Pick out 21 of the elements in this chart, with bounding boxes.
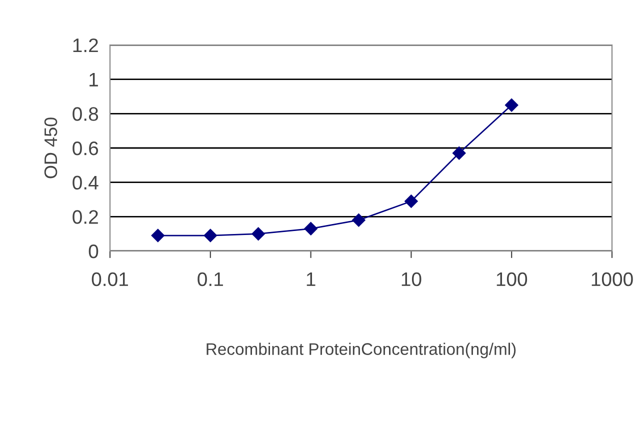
x-tick-label: 0.01 (92, 272, 128, 286)
point (505, 98, 518, 112)
x-tick-label: 1 (306, 272, 316, 286)
point (304, 222, 318, 236)
x-axis-title: Recombinant ProteinConcentration(ng/ml) (206, 342, 516, 358)
x-tick-label: 10 (402, 272, 422, 286)
x-tick-label: 0.1 (198, 272, 223, 286)
y-tick-label: 0.4 (72, 176, 98, 190)
y-tick-label: 1.2 (73, 38, 98, 52)
y-tick-label: 0 (88, 244, 98, 258)
point (352, 214, 366, 227)
y-tick-label: 0.6 (72, 141, 98, 156)
y-tick-label: 0.2 (72, 210, 98, 224)
point (151, 228, 164, 242)
x-tick-label: 100 (496, 272, 528, 286)
y-tick-label: 0.8 (72, 107, 98, 121)
point (404, 194, 418, 208)
y-axis-title: OD 450 (44, 118, 58, 178)
y-tick-label: 1 (90, 73, 98, 86)
point (252, 227, 265, 240)
x-tick-label: 1000 (592, 272, 633, 286)
